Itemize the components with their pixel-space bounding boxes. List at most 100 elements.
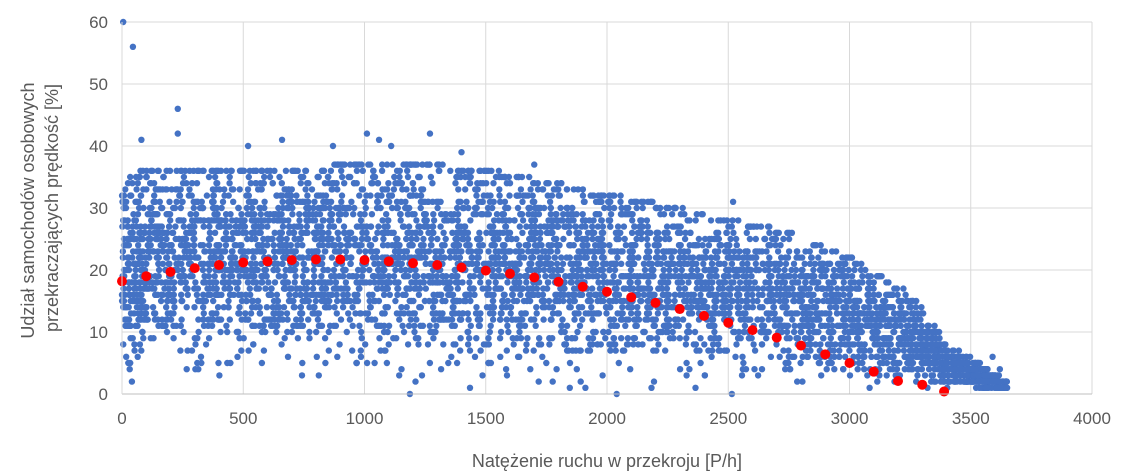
observation-point: [150, 198, 157, 205]
observation-point: [516, 273, 524, 280]
observation-point: [627, 266, 635, 274]
observation-point: [270, 266, 278, 274]
observation-point: [422, 285, 429, 292]
observation-point: [595, 279, 602, 286]
observation-point: [464, 291, 471, 298]
observation-point: [846, 372, 854, 379]
observation-point: [282, 285, 289, 292]
observation-point: [821, 322, 829, 329]
observation-point: [777, 316, 784, 323]
observation-point: [180, 223, 187, 230]
observation-point: [238, 347, 245, 354]
observation-point: [368, 211, 376, 218]
observation-point: [390, 186, 398, 193]
observation-point: [477, 167, 484, 174]
observation-point: [363, 192, 370, 199]
observation-point: [216, 186, 223, 193]
observation-point: [234, 353, 241, 360]
observation-point: [122, 186, 129, 193]
observation-point: [380, 273, 387, 280]
observation-point: [550, 266, 557, 274]
observation-point: [650, 378, 658, 385]
observation-point: [437, 254, 444, 261]
observation-point: [685, 322, 692, 329]
observation-point: [209, 198, 216, 205]
observation-point: [383, 359, 391, 367]
observation-point: [511, 285, 519, 292]
observation-point: [799, 353, 806, 360]
observation-point: [524, 192, 532, 199]
observation-point: [135, 204, 143, 212]
observation-point: [613, 285, 620, 292]
observation-point: [893, 316, 900, 323]
observation-point: [723, 229, 730, 236]
observation-point: [459, 279, 466, 286]
observation-point: [446, 248, 454, 255]
observation-point: [624, 335, 632, 342]
observation-point: [316, 211, 324, 218]
observation-point: [586, 297, 594, 305]
observation-point: [419, 186, 427, 193]
observation-point: [311, 304, 318, 311]
observation-point: [766, 273, 773, 280]
observation-point: [154, 167, 161, 174]
observation-point: [262, 328, 269, 336]
observation-point: [243, 297, 250, 305]
observation-point: [643, 273, 650, 280]
observation-point: [898, 304, 905, 311]
observation-point: [249, 229, 256, 236]
observation-point: [266, 173, 274, 181]
observation-point: [457, 316, 465, 323]
observation-point: [972, 359, 979, 367]
observation-point: [263, 304, 271, 311]
observation-point: [489, 316, 497, 323]
observation-point: [742, 279, 750, 286]
observation-point: [833, 310, 841, 317]
observation-point: [776, 353, 783, 360]
observation-point: [448, 322, 456, 329]
observation-point: [540, 266, 548, 274]
observation-point: [716, 285, 723, 292]
observation-point: [663, 285, 671, 292]
observation-point: [235, 204, 242, 212]
observation-point: [183, 304, 190, 311]
observation-point: [608, 341, 615, 348]
observation-point: [394, 291, 401, 298]
observation-point: [504, 204, 512, 212]
observation-point: [195, 316, 202, 323]
observation-point: [405, 310, 413, 317]
observation-point: [410, 297, 417, 305]
observation-point: [625, 316, 632, 323]
observation-point: [663, 223, 671, 230]
observation-point: [127, 229, 134, 236]
observation-point: [635, 254, 642, 261]
observation-point: [629, 217, 636, 224]
observation-point: [622, 242, 630, 249]
observation-point: [270, 310, 277, 317]
observation-point: [417, 322, 424, 329]
observation-point: [183, 242, 191, 249]
observation-point: [350, 211, 357, 218]
observation-point: [212, 254, 219, 261]
observation-point: [400, 273, 408, 280]
observation-point: [485, 335, 492, 342]
observation-point: [325, 304, 333, 311]
observation-point: [676, 285, 683, 292]
observation-point: [591, 248, 598, 255]
observation-point: [166, 242, 173, 249]
observation-point: [252, 304, 259, 311]
observation-point: [324, 266, 332, 274]
observation-point: [245, 198, 253, 205]
observation-point: [686, 254, 693, 261]
observation-point: [814, 297, 822, 305]
observation-point: [172, 223, 179, 230]
observation-point: [584, 273, 591, 280]
observation-point: [370, 167, 377, 174]
observation-point: [625, 211, 633, 218]
observation-point: [532, 322, 539, 329]
observation-point: [131, 260, 139, 267]
observation-point: [775, 229, 782, 236]
observation-point: [520, 297, 528, 305]
observation-point: [576, 322, 584, 329]
observation-point: [281, 335, 288, 342]
